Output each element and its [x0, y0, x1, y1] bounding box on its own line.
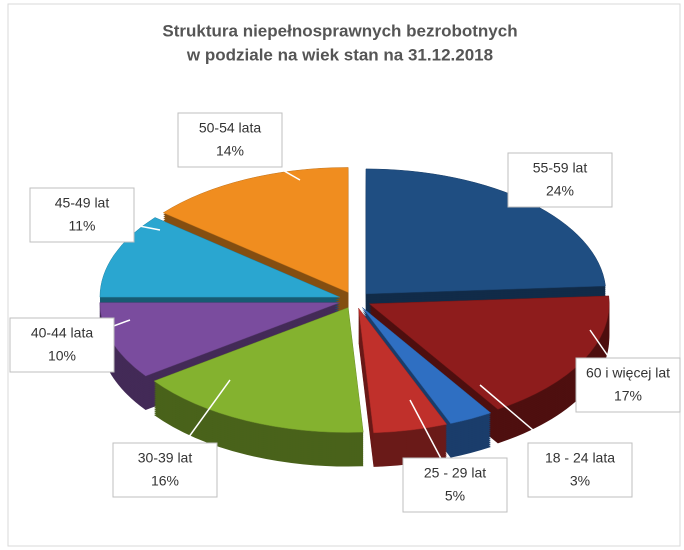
- data-label-name: 55-59 lat: [533, 160, 588, 176]
- label-box: [402, 457, 508, 513]
- chart-title: w podziale na wiek stan na 31.12.2018: [186, 45, 493, 64]
- label-box: [29, 187, 135, 243]
- label-box: [177, 112, 283, 168]
- data-label-name: 18 - 24 lata: [545, 450, 615, 466]
- data-label-value: 17%: [614, 388, 642, 404]
- data-label-value: 5%: [445, 488, 465, 504]
- label-box: [9, 317, 115, 373]
- label-box: [575, 357, 681, 413]
- data-label-value: 3%: [570, 473, 590, 489]
- label-box: [527, 442, 633, 498]
- label-box: [507, 152, 613, 208]
- data-label-value: 16%: [151, 473, 179, 489]
- slice: [358, 307, 448, 434]
- data-label-name: 50-54 lata: [199, 120, 261, 136]
- data-label-value: 24%: [546, 183, 574, 199]
- data-label-value: 11%: [69, 218, 96, 234]
- data-label-name: 60 i więcej lat: [586, 365, 670, 381]
- chart-title: Struktura niepełnosprawnych bezrobotnych: [162, 21, 517, 40]
- slice: [153, 307, 364, 433]
- data-label-value: 14%: [216, 143, 244, 159]
- slice: [99, 217, 341, 298]
- data-label-name: 25 - 29 lat: [424, 465, 486, 481]
- data-label-name: 30-39 lat: [138, 450, 193, 466]
- data-label-name: 40-44 lata: [31, 325, 93, 341]
- data-label-name: 45-49 lat: [55, 195, 110, 211]
- data-label-value: 10%: [48, 348, 76, 364]
- slice: [162, 167, 349, 293]
- slice: [362, 307, 492, 424]
- label-box: [112, 442, 218, 498]
